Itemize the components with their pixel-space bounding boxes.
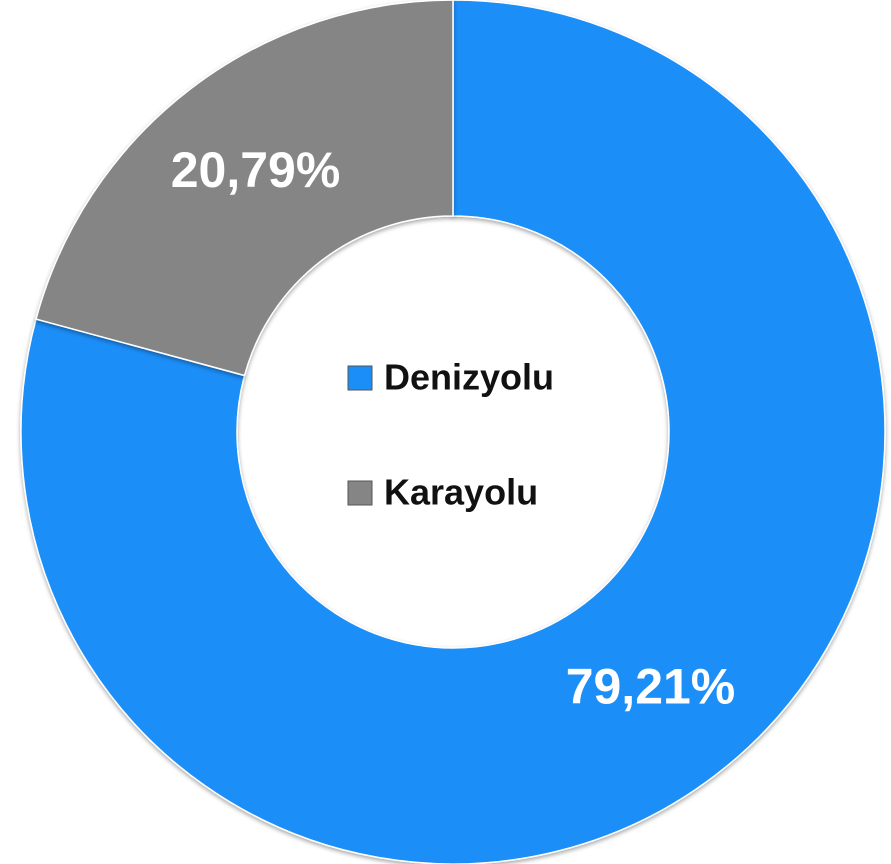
donut-slice <box>20 0 886 864</box>
value-label: 20,79% <box>171 142 341 198</box>
legend-label: Denizyolu <box>384 357 554 398</box>
legend-swatch <box>347 365 373 391</box>
value-label: 79,21% <box>566 658 736 714</box>
legend-swatch <box>347 480 373 506</box>
donut-slice <box>35 0 454 377</box>
legend-label: Karayolu <box>384 472 538 513</box>
